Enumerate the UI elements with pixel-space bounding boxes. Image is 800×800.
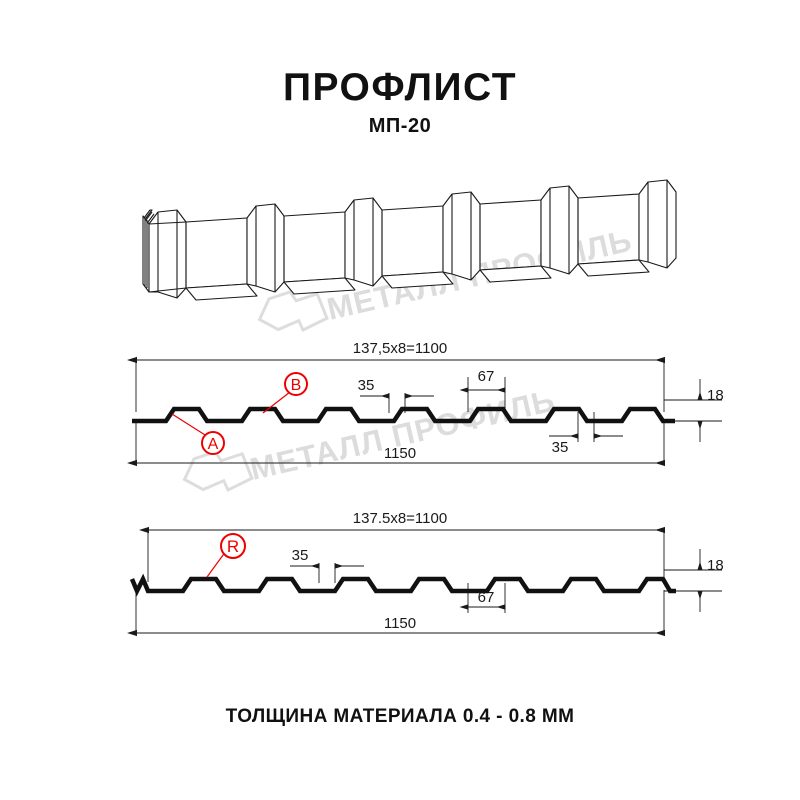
dimension-rib-pitch-a-upper: 35: [358, 377, 434, 399]
dimension-height-r: 18: [697, 549, 724, 612]
dimension-top-span-a: 137,5x8=1100: [127, 340, 665, 364]
dimension-label-67: 67: [478, 368, 495, 385]
dimension-rib-pitch-a-lower: 35: [549, 433, 623, 456]
dimension-top-span-r: 137.5x8=1100: [139, 510, 665, 534]
dimension-rib-pitch-r: 35: [290, 547, 364, 569]
dimension-flat-width-a: 67: [459, 368, 506, 393]
dimension-label-35-lower: 35: [552, 439, 569, 456]
profile-outline-r: [129, 573, 676, 597]
isometric-3d-view: [142, 179, 677, 301]
dimension-label-35-upper: 35: [358, 377, 375, 394]
callout-marker-r: R: [206, 533, 246, 578]
watermark-lower: МЕТАЛЛ ПРОФИЛЬ: [182, 383, 559, 493]
callout-label-r: R: [227, 537, 239, 556]
section-profile-a: 137,5x8=1100 1150 35 67 35 18: [127, 340, 724, 467]
dimension-label-top-span: 137,5x8=1100: [353, 340, 447, 357]
dimension-label-bottom-span: 1150: [384, 615, 416, 632]
section-profile-r: 137.5x8=1100 1150 35 67 18: [127, 510, 724, 637]
dimension-bottom-span-r: 1150: [127, 615, 665, 637]
callout-label-b: B: [291, 377, 302, 394]
page-title: ПРОФЛИСТ: [282, 66, 518, 109]
dimension-label-bottom-span: 1150: [384, 445, 416, 462]
dimension-label-18: 18: [707, 557, 724, 574]
callout-marker-a: A: [171, 413, 225, 455]
material-thickness-note: ТОЛЩИНА МАТЕРИАЛА 0.4 - 0.8 ММ: [225, 706, 575, 727]
dimension-label-top-span: 137.5x8=1100: [353, 510, 447, 527]
dimension-bottom-span-a: 1150: [127, 445, 665, 467]
dimension-label-35: 35: [292, 547, 309, 564]
dimension-label-18: 18: [707, 387, 724, 404]
dimension-height-a: 18: [697, 379, 724, 442]
callout-marker-b: B: [262, 372, 308, 414]
profile-outline-a: [132, 406, 675, 424]
model-subtitle: МП-20: [368, 115, 432, 137]
callout-label-a: A: [208, 436, 219, 453]
watermark-text: МЕТАЛЛ ПРОФИЛЬ: [247, 383, 559, 487]
